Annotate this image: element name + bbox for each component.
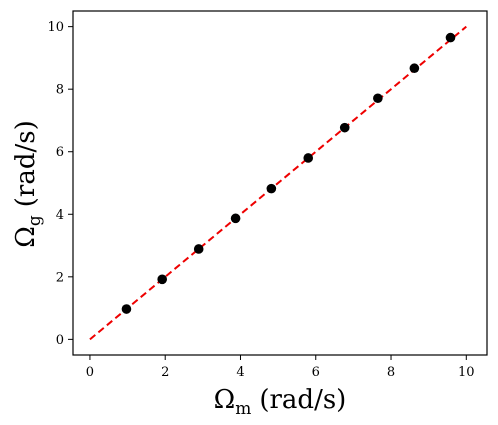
- data-point: [266, 183, 277, 194]
- y-tick-label: 6: [56, 145, 64, 160]
- plot-content: [89, 25, 467, 341]
- data-point: [193, 244, 204, 254]
- y-axis-ticks: 0 2 4 6 8 10: [47, 20, 73, 348]
- y-tick-label: 10: [47, 20, 64, 35]
- reference-line: [89, 25, 467, 341]
- plot-frame: [72, 10, 488, 356]
- data-point: [230, 213, 241, 224]
- y-axis-label: Ωg(rad/s): [11, 120, 45, 247]
- data-point: [121, 304, 132, 314]
- x-tick-label: 10: [458, 365, 475, 380]
- data-point: [339, 122, 350, 133]
- x-axis-label: Ωm (rad/s): [214, 385, 347, 419]
- data-point: [409, 63, 420, 74]
- data-point: [445, 32, 456, 43]
- x-tick-label: 0: [86, 365, 94, 380]
- y-tick-label: 0: [56, 333, 64, 348]
- x-tick-label: 6: [312, 365, 320, 380]
- x-tick-label: 8: [387, 365, 395, 380]
- y-tick-label: 4: [56, 208, 64, 223]
- x-tick-label: 2: [161, 365, 169, 380]
- y-tick-label: 8: [56, 83, 64, 98]
- data-point: [303, 153, 314, 163]
- y-tick-label: 2: [56, 270, 64, 285]
- data-point: [373, 93, 383, 104]
- x-axis-ticks: 0 2 4 6 8 10: [86, 355, 475, 380]
- x-tick-label: 4: [236, 365, 244, 380]
- data-point: [157, 274, 167, 285]
